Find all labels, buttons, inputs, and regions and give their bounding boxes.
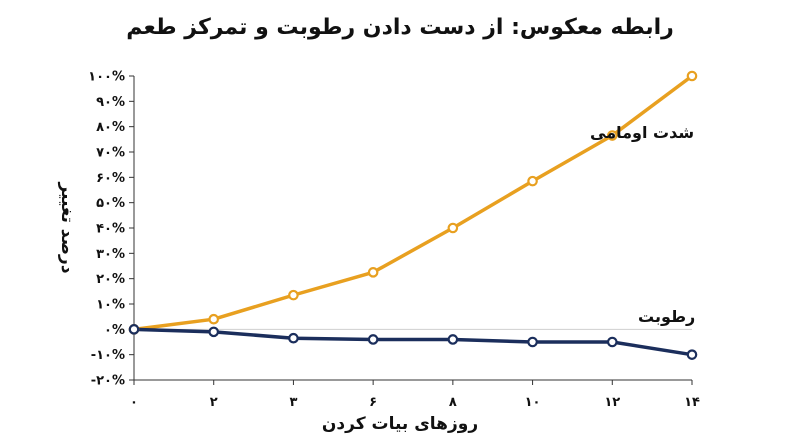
series-0-point — [527, 175, 538, 187]
series-0-point — [447, 222, 459, 234]
series-0-point — [208, 313, 220, 325]
x-tick-label: ۱۴ — [684, 395, 700, 410]
y-tick-label: ۴۰% — [96, 222, 125, 237]
y-tick-label: ۰% — [104, 323, 125, 338]
x-ticks: ۰ ۲ ۳ ۶ ۸ ۱۰ ۱۲ ۱۴ — [130, 380, 700, 410]
y-tick-label: ۸۰% — [96, 120, 125, 135]
series-1-point — [686, 349, 698, 360]
series-0-point — [606, 130, 618, 141]
x-tick-label: ۲ — [210, 395, 218, 410]
y-tick-label: ۲۰% — [96, 272, 125, 287]
series-layer — [128, 70, 698, 360]
series-1-point — [527, 336, 538, 348]
series-0-point — [288, 289, 299, 301]
y-tick-label: ۵۰% — [96, 196, 125, 211]
x-tick-label: ۶ — [369, 395, 377, 410]
y-tick-label: ۶۰% — [96, 171, 125, 186]
x-tick-label: ۸ — [449, 395, 457, 410]
series-1-point — [208, 326, 220, 338]
series-1-point — [288, 332, 299, 344]
chart-title: رابطه معکوس: از دست دادن رطوبت و تمرکز ط… — [126, 15, 674, 40]
y-tick-label: ۳۰% — [96, 247, 125, 262]
series-line-0 — [132, 74, 694, 332]
y-axis-title: درصد تغییر — [57, 181, 77, 273]
series-0-point — [367, 267, 379, 278]
plot-area: -۲۰%-۱۰%۰%۱۰%۲۰%۳۰%۴۰%۵۰%۶۰%۷۰%۸۰%۹۰%۱۰۰… — [88, 70, 700, 411]
x-axis-title: روزهای بیات کردن — [322, 414, 478, 434]
y-tick-label: ۷۰% — [96, 146, 125, 161]
x-tick-label: ۱۲ — [604, 395, 620, 410]
series-1-point — [367, 334, 379, 345]
series-1-point — [447, 334, 459, 345]
y-tick-label: -۱۰% — [91, 348, 125, 363]
series-1-point — [606, 336, 618, 348]
series-label-moisture: رطوبت — [638, 307, 695, 326]
series-0-point — [686, 70, 698, 82]
y-tick-label: -۲۰% — [91, 374, 125, 389]
y-tick-label: ۱۰% — [96, 298, 125, 313]
x-tick-label: ۰ — [130, 395, 138, 410]
y-tick-label: ۹۰% — [96, 95, 125, 110]
y-tick-label: ۱۰۰% — [88, 70, 125, 85]
x-tick-label: ۱۰ — [525, 395, 541, 410]
x-tick-label: ۳ — [289, 395, 297, 410]
series-label-umami: شدت اومامی — [590, 123, 694, 142]
series-line-1 — [132, 327, 694, 357]
y-ticks: -۲۰% -۱۰% ۰% ۱۰% ۲۰% ۳۰% ۴۰% ۵۰% ۶۰% ۷۰% ۸۰% ۹۰% ۱۰۰… — [88, 70, 134, 389]
series-1-point — [128, 324, 140, 335]
